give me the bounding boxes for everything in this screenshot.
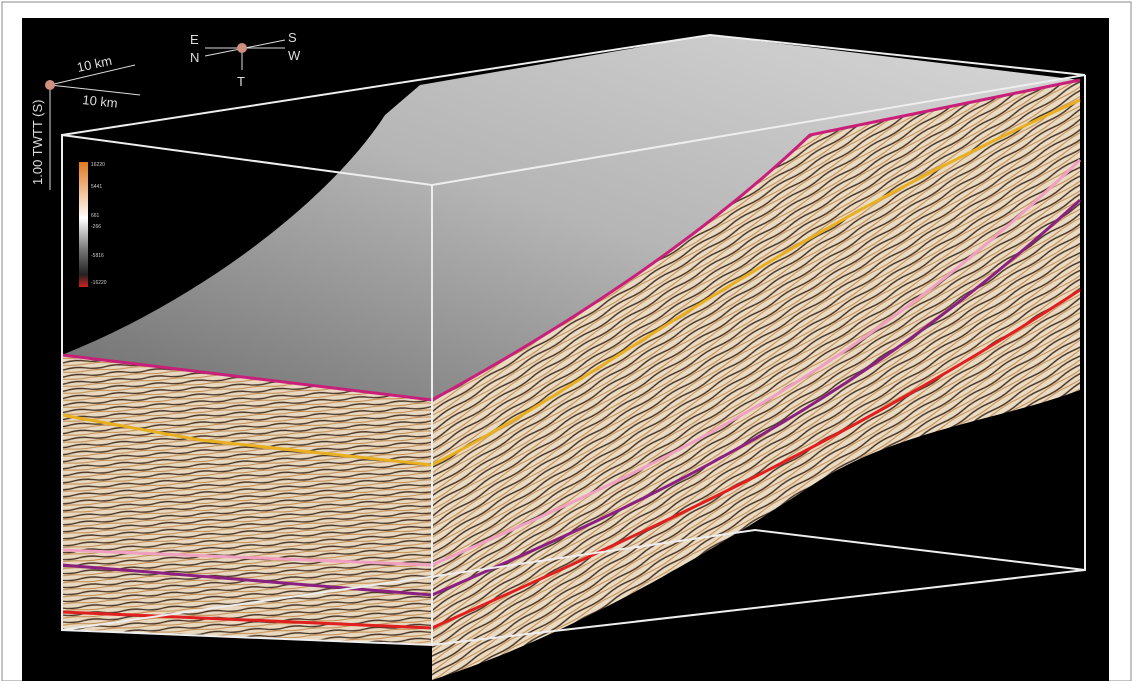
compass-label: T — [237, 74, 245, 89]
compass-label: N — [190, 50, 199, 65]
front-face — [62, 355, 432, 645]
compass-label: W — [288, 48, 301, 63]
scale-label: 1.00 TWTT (S) — [30, 100, 45, 185]
seismic-view: E N S W T 10 km 10 km 1.00 TWTT (S) 1622… — [0, 0, 1133, 681]
colorbar-label: -5816 — [91, 253, 104, 259]
colorbar — [79, 162, 88, 287]
compass-label: S — [288, 30, 297, 45]
colorbar-label: 661 — [91, 213, 100, 219]
colorbar-label: -266 — [91, 224, 101, 230]
colorbar-label: 5441 — [91, 184, 102, 190]
compass-label: E — [190, 32, 199, 47]
colorbar-label: -16220 — [91, 280, 107, 286]
colorbar-label: 16220 — [91, 162, 105, 168]
